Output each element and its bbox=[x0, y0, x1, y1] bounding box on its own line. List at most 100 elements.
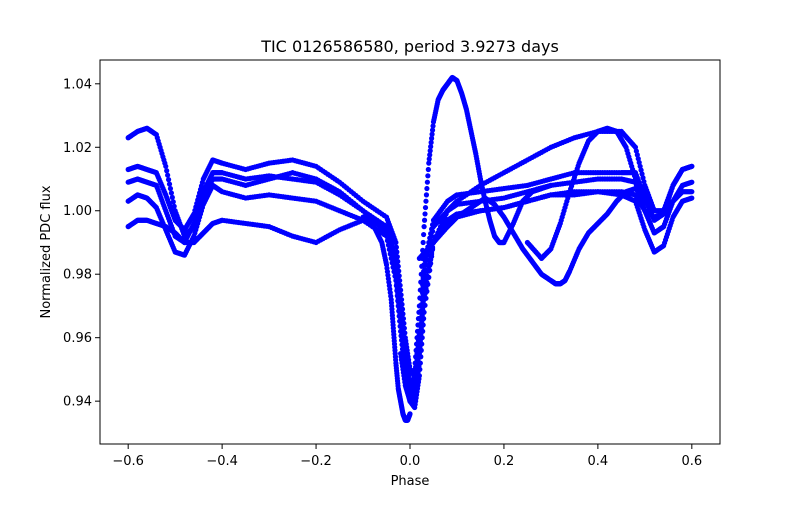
data-point bbox=[166, 181, 173, 187]
x-tick-label: 0.2 bbox=[494, 454, 515, 469]
data-point bbox=[421, 303, 427, 309]
data-point bbox=[425, 274, 431, 280]
y-axis-title: Normalized PDC flux bbox=[39, 185, 54, 318]
y-tick-label: 1.02 bbox=[63, 141, 92, 156]
y-tick-label: 0.96 bbox=[63, 331, 92, 346]
x-tick-label: 0.0 bbox=[400, 454, 421, 469]
data-point bbox=[420, 309, 426, 315]
data-point bbox=[171, 203, 177, 209]
data-series-6 bbox=[416, 185, 648, 287]
data-point bbox=[399, 324, 405, 331]
data-point bbox=[412, 366, 418, 373]
data-point bbox=[407, 411, 413, 417]
data-point bbox=[426, 268, 432, 274]
data-series-5 bbox=[398, 74, 554, 404]
data-point bbox=[394, 271, 400, 278]
data-point bbox=[420, 316, 426, 322]
chart-title: TIC 0126586580, period 3.9273 days bbox=[260, 37, 559, 56]
data-point bbox=[426, 156, 432, 162]
data-point bbox=[395, 282, 401, 288]
data-point bbox=[642, 195, 648, 201]
y-axis-ticks: 0.94 0.96 0.98 1.00 1.02 1.04 bbox=[63, 77, 100, 410]
data-point bbox=[428, 230, 434, 237]
data-point bbox=[424, 185, 430, 192]
data-point bbox=[398, 309, 404, 315]
data-point bbox=[429, 251, 435, 257]
data-point bbox=[396, 293, 402, 299]
data-point bbox=[425, 166, 431, 173]
data-point bbox=[395, 277, 401, 283]
data-point bbox=[421, 224, 427, 230]
y-tick-label: 1.00 bbox=[63, 204, 92, 219]
data-point bbox=[425, 173, 431, 179]
data-point bbox=[428, 139, 434, 146]
x-tick-label: −0.2 bbox=[300, 454, 332, 469]
data-point bbox=[393, 261, 399, 267]
data-point bbox=[393, 255, 399, 261]
data-point bbox=[394, 266, 400, 272]
data-point bbox=[412, 360, 418, 366]
data-point bbox=[415, 316, 422, 322]
data-point bbox=[416, 360, 422, 366]
data-point bbox=[415, 322, 421, 328]
data-point bbox=[417, 347, 423, 353]
data-point bbox=[423, 285, 429, 291]
data-point bbox=[429, 131, 435, 137]
data-point bbox=[417, 287, 423, 293]
data-point bbox=[418, 335, 424, 341]
data-point bbox=[422, 291, 428, 297]
data-point bbox=[419, 322, 425, 328]
x-axis-ticks: −0.6 −0.4 −0.2 0.0 0.2 0.4 0.6 bbox=[112, 444, 702, 469]
data-point bbox=[429, 135, 435, 141]
data-point bbox=[393, 239, 399, 246]
data-point bbox=[167, 185, 174, 192]
data-point bbox=[427, 262, 433, 268]
data-point bbox=[430, 123, 436, 129]
y-tick-label: 1.04 bbox=[63, 77, 92, 92]
data-point bbox=[401, 345, 407, 351]
data-point bbox=[421, 217, 428, 223]
y-tick-label: 0.98 bbox=[63, 268, 92, 283]
data-series-8 bbox=[360, 214, 413, 423]
x-axis-title: Phase bbox=[391, 474, 430, 489]
data-point bbox=[423, 192, 430, 198]
data-point bbox=[400, 340, 407, 346]
data-point bbox=[418, 271, 424, 277]
data-point bbox=[429, 226, 435, 232]
data-point bbox=[421, 297, 427, 303]
data-series-7 bbox=[524, 125, 639, 261]
data-point bbox=[423, 198, 429, 204]
data-point bbox=[689, 195, 695, 201]
data-point bbox=[427, 152, 433, 158]
data-point bbox=[413, 354, 419, 360]
data-point bbox=[689, 179, 695, 185]
data-point bbox=[165, 172, 171, 178]
x-tick-label: 0.6 bbox=[681, 454, 702, 469]
data-point bbox=[689, 189, 695, 195]
data-point bbox=[689, 163, 695, 169]
data-point bbox=[424, 179, 430, 185]
data-point bbox=[429, 222, 436, 228]
data-point bbox=[548, 182, 554, 188]
data-point bbox=[420, 239, 426, 246]
data-point bbox=[429, 127, 436, 133]
data-point bbox=[413, 347, 419, 353]
data-point bbox=[416, 303, 422, 309]
data-point bbox=[414, 335, 420, 341]
data-point bbox=[418, 279, 424, 285]
data-point bbox=[163, 163, 169, 169]
data-point bbox=[418, 341, 424, 347]
data-point bbox=[399, 330, 406, 336]
y-tick-label: 0.94 bbox=[63, 395, 92, 410]
data-point bbox=[419, 263, 425, 269]
data-point bbox=[398, 314, 404, 320]
data-point bbox=[414, 328, 421, 334]
data-point bbox=[421, 231, 427, 238]
data-point bbox=[417, 295, 423, 301]
data-point bbox=[397, 304, 403, 310]
data-point bbox=[397, 298, 403, 305]
data-point bbox=[426, 160, 432, 166]
data-points-layer bbox=[125, 74, 695, 423]
data-series-4 bbox=[125, 189, 695, 398]
